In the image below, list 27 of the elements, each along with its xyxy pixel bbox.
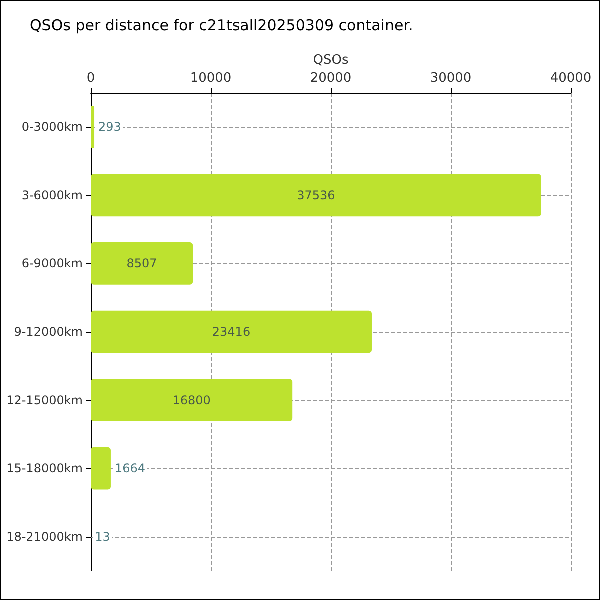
x-axis-title: QSOs (313, 53, 349, 68)
data-label: 37536 (297, 188, 336, 202)
bar (91, 242, 194, 285)
x-tick-label: 20000 (310, 71, 352, 86)
y-tick-label: 15-18000km (6, 462, 83, 476)
data-label: 13 (95, 530, 110, 544)
data-label: 1664 (114, 462, 146, 476)
bar (91, 310, 372, 354)
bar (91, 106, 95, 148)
data-label: 293 (98, 120, 122, 134)
y-tick-label: 18-21000km (6, 530, 83, 544)
chart-title: QSOs per distance for c21tsall20250309 container. (30, 16, 414, 34)
x-tick-label: 40000 (550, 71, 592, 86)
bar (91, 379, 293, 422)
data-label: 8507 (126, 256, 158, 271)
bar (91, 174, 542, 217)
x-tick-label: 10000 (190, 71, 232, 86)
data-label: 23416 (212, 325, 251, 339)
data-label: 16800 (172, 393, 211, 408)
x-tick-label: 0 (86, 71, 96, 86)
x-tick-label: 30000 (430, 71, 472, 86)
y-tick-label: 9-12000km (14, 325, 83, 339)
y-tick-label: 6-9000km (22, 256, 83, 271)
y-tick-label: 3-6000km (22, 188, 83, 202)
bar (91, 447, 111, 490)
y-tick-label: 0-3000km (22, 120, 83, 134)
y-tick-label: 12-15000km (6, 393, 83, 408)
